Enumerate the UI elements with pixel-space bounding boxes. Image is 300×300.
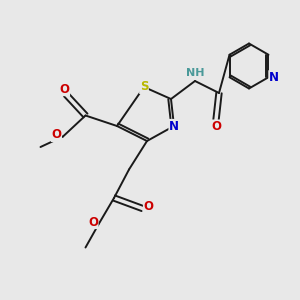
- Text: O: O: [51, 128, 62, 142]
- Text: O: O: [59, 82, 70, 96]
- Text: N: N: [169, 119, 179, 133]
- Text: NH: NH: [186, 68, 204, 78]
- Text: N: N: [269, 71, 279, 84]
- Text: O: O: [143, 200, 154, 214]
- Text: S: S: [140, 80, 148, 94]
- Text: O: O: [88, 215, 98, 229]
- Text: O: O: [211, 120, 221, 133]
